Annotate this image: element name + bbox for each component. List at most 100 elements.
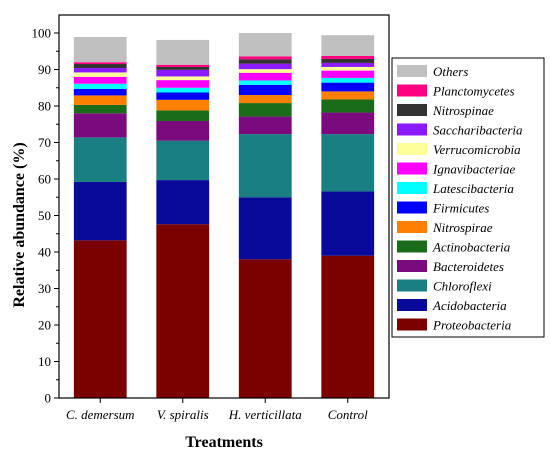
legend: Others Planctomycetes Nitrospinae Saccharib… <box>391 57 545 338</box>
bar-segment <box>321 91 375 100</box>
bar-segment <box>238 80 292 85</box>
bar-segment <box>238 197 292 260</box>
legend-label: Chloroflexi <box>433 279 492 294</box>
legend-label: Bacteroidetes <box>433 259 504 274</box>
legend-label: Acidobacteria <box>432 298 507 313</box>
bar-segment <box>156 76 210 81</box>
bar-segment <box>238 259 292 398</box>
legend-swatch <box>397 201 427 214</box>
bar-segment <box>238 103 292 117</box>
y-tick-label: 80 <box>38 99 51 114</box>
bar-segment <box>321 82 375 92</box>
legend-label: Ignavibacteriae <box>432 162 516 177</box>
bar-segment <box>238 95 292 104</box>
bar-segment <box>156 64 210 67</box>
bar-segment <box>321 55 375 59</box>
legend-label: Firmicutes <box>432 201 489 216</box>
bar-segment <box>156 66 210 70</box>
legend-swatch <box>397 123 427 136</box>
bar-segment <box>321 66 375 71</box>
legend-swatch <box>397 65 427 77</box>
bar-segment <box>73 76 127 84</box>
bar-segment <box>156 92 210 100</box>
y-tick-label: 50 <box>38 208 51 223</box>
bar-segment <box>321 255 375 398</box>
legend-label: Planctomycetes <box>432 84 515 99</box>
bar-segment <box>73 68 127 73</box>
bar-segment <box>73 37 127 63</box>
bar-segment <box>238 84 292 96</box>
legend-swatch <box>397 104 427 116</box>
legend-box <box>391 57 545 338</box>
bar-segment <box>238 116 292 135</box>
bar-segment <box>156 99 210 111</box>
legend-swatch <box>397 299 427 311</box>
legend-swatch <box>397 84 427 97</box>
bar-segment <box>156 224 210 398</box>
bar-segment <box>73 95 127 105</box>
bar-segment <box>156 87 210 93</box>
plot-area <box>73 33 375 398</box>
bar-segment <box>73 64 127 69</box>
y-tick-label: 0 <box>45 391 52 406</box>
legend-swatch <box>397 143 427 155</box>
bar-segment <box>238 72 292 81</box>
bar-segment <box>321 58 375 63</box>
x-category-label: V. spiralis <box>157 407 209 422</box>
bar-segment <box>321 62 375 67</box>
bar-segment <box>73 72 127 77</box>
bar-segment <box>156 120 210 141</box>
axes: 0 10 20 30 40 50 60 70 80 90 100 C. demersum V. spir… <box>32 14 390 422</box>
bar-segment <box>321 191 375 256</box>
legend-label: Nitrospinae <box>432 103 494 118</box>
y-tick-label: 30 <box>38 281 51 296</box>
bar-segment <box>73 62 127 65</box>
bar-segment <box>73 137 127 182</box>
legend-label: Latescibacteria <box>432 181 514 196</box>
bar-segment <box>238 33 292 57</box>
legend-label: Saccharibacteria <box>433 123 523 138</box>
bar-segment <box>238 69 292 73</box>
bar-segment <box>238 134 292 198</box>
y-tick-label: 10 <box>38 354 51 369</box>
y-tick-label: 20 <box>38 318 51 333</box>
legend-swatch <box>397 279 427 292</box>
legend-label: Verrucomicrobia <box>433 142 521 157</box>
plot-frame <box>58 14 390 399</box>
y-tick-label: 90 <box>38 62 51 77</box>
y-tick-label: 40 <box>38 245 51 260</box>
bar-segment <box>73 83 127 89</box>
legend-label: Nitrospirae <box>432 220 493 235</box>
x-category-label: Control <box>328 407 368 422</box>
x-category-label: C. demersum <box>66 407 135 422</box>
bar-segment <box>156 180 210 225</box>
y-tick-label: 70 <box>38 135 51 150</box>
y-axis-title: Relative abundance (%) <box>11 142 28 307</box>
bar-segment <box>156 140 210 181</box>
legend-swatch <box>397 240 427 253</box>
legend-swatch <box>397 318 427 331</box>
bar-segment <box>321 77 375 83</box>
bar-segment <box>156 39 210 65</box>
y-tick-label: 60 <box>38 172 51 187</box>
bar-segment <box>238 63 292 70</box>
bar-segment <box>321 134 375 192</box>
bar-segment <box>156 80 210 88</box>
bar-segment <box>73 240 127 398</box>
legend-swatch <box>397 162 427 175</box>
legend-label: Actinobacteria <box>432 240 511 255</box>
bar-segment <box>156 69 210 77</box>
bar-segment <box>321 112 375 135</box>
bar-segment <box>73 181 127 241</box>
legend-swatch <box>397 260 427 272</box>
bar-segment <box>73 113 127 138</box>
legend-swatch <box>397 221 427 233</box>
y-tick-label: 100 <box>32 26 52 41</box>
bar-segment <box>73 104 127 114</box>
legend-label: Others <box>433 64 468 79</box>
bar-segment <box>321 99 375 113</box>
bar-segment <box>238 59 292 64</box>
bar-segment <box>156 110 210 121</box>
legend-swatch <box>397 182 427 194</box>
